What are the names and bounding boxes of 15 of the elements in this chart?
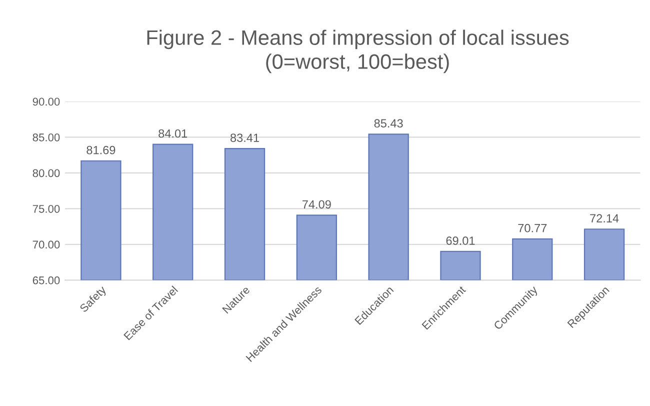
- y-tick-label: 90.00: [32, 98, 60, 106]
- data-label: 70.77: [518, 224, 547, 232]
- data-label: 81.69: [86, 146, 116, 154]
- y-tick-label: 85.00: [32, 133, 60, 142]
- chart-title: Figure 2 - Means of impression of local issues (0=worst, 100=best): [147, 30, 569, 74]
- data-label: 83.41: [230, 134, 259, 142]
- y-tick-label: 80.00: [32, 169, 60, 178]
- data-label: 72.14: [590, 214, 619, 222]
- y-tick-label: 65.00: [32, 276, 60, 284]
- data-label: 74.09: [302, 200, 331, 209]
- data-label: 84.01: [158, 129, 188, 138]
- data-label: 69.01: [446, 236, 475, 245]
- y-tick-label: 70.00: [32, 240, 60, 249]
- y-tick-label: 75.00: [32, 204, 60, 213]
- data-label: 85.43: [374, 119, 403, 128]
